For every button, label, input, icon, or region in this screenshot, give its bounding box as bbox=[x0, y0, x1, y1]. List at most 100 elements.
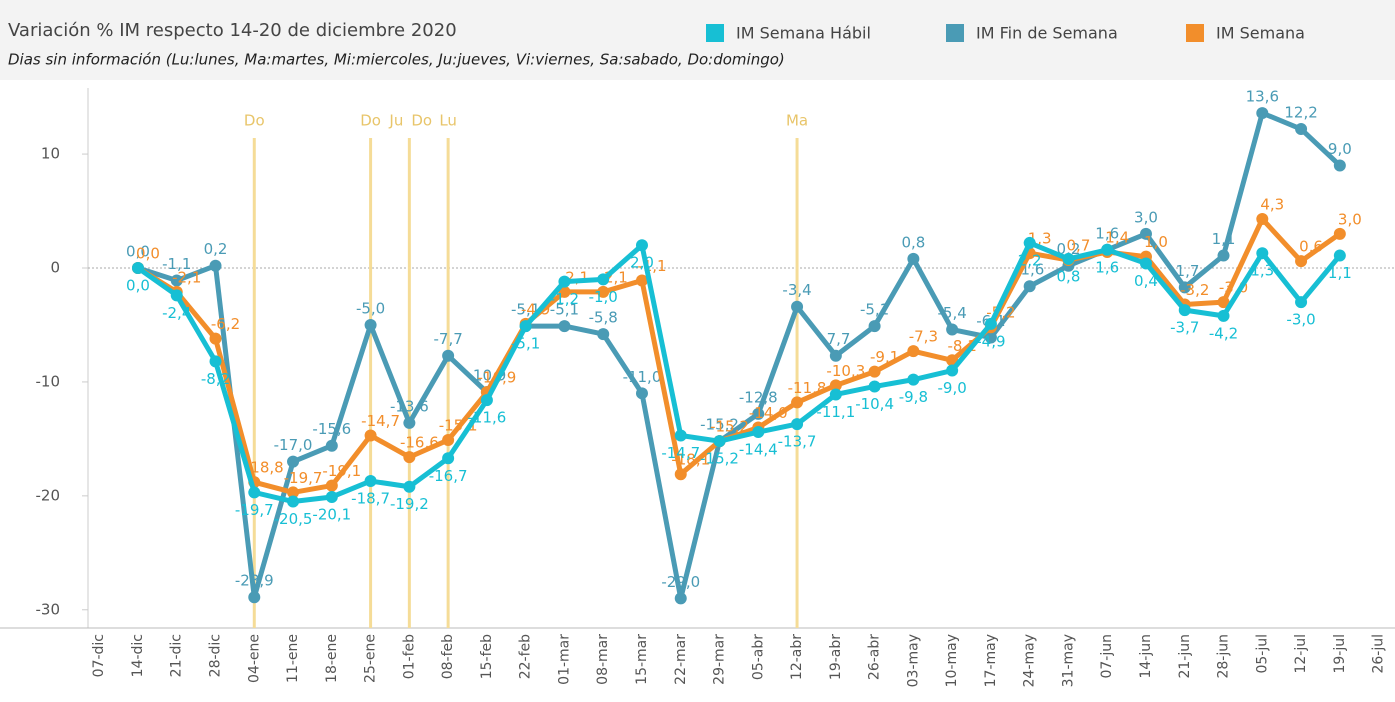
data-point bbox=[1217, 249, 1230, 262]
data-label: -19,7 bbox=[284, 469, 323, 487]
data-label: 0,7 bbox=[1067, 237, 1091, 255]
x-tick-label: 22-mar bbox=[673, 634, 689, 685]
data-label: -5,1 bbox=[860, 301, 889, 319]
annotation-label: Do bbox=[244, 112, 265, 130]
data-label: -15,6 bbox=[312, 420, 351, 438]
data-label: -3,0 bbox=[1286, 311, 1315, 329]
data-label: -18,1 bbox=[671, 451, 710, 469]
data-point bbox=[1139, 257, 1152, 270]
data-label: 0,8 bbox=[901, 233, 925, 251]
data-label: -1,0 bbox=[589, 288, 618, 306]
data-label: -4,2 bbox=[1209, 324, 1238, 342]
data-label: -5,1 bbox=[550, 301, 579, 319]
data-point bbox=[558, 275, 571, 288]
data-label: -18,7 bbox=[351, 490, 390, 508]
data-label: -14,0 bbox=[749, 404, 788, 422]
data-point bbox=[287, 486, 300, 499]
data-label: -5,4 bbox=[937, 304, 966, 322]
data-point bbox=[597, 328, 610, 341]
data-label: -28,9 bbox=[235, 572, 274, 590]
data-point bbox=[1256, 213, 1269, 226]
data-label: -20,1 bbox=[312, 505, 351, 523]
x-tick-label: 29-mar bbox=[712, 634, 728, 685]
data-label: -1,1 bbox=[162, 255, 191, 273]
data-point bbox=[1217, 309, 1230, 322]
legend-label: IM Fin de Semana bbox=[976, 24, 1118, 43]
legend-label: IM Semana bbox=[1216, 24, 1305, 43]
data-label: 0,0 bbox=[126, 277, 150, 295]
chart-title: Variación % IM respecto 14-20 de diciemb… bbox=[8, 20, 457, 41]
x-tick-label: 14-dic bbox=[130, 634, 146, 677]
data-label: -9,1 bbox=[870, 348, 899, 366]
data-label: 0,2 bbox=[204, 240, 228, 258]
data-point bbox=[364, 475, 377, 488]
data-label: -8,2 bbox=[201, 370, 230, 388]
x-tick-label: 15-mar bbox=[634, 634, 650, 685]
data-label: -16,7 bbox=[429, 467, 468, 485]
data-label: 0,2 bbox=[1057, 240, 1081, 258]
x-tick-label: 21-jun bbox=[1177, 634, 1193, 679]
data-label: 2,2 bbox=[1018, 251, 1042, 269]
data-point bbox=[1023, 236, 1036, 249]
data-point bbox=[907, 345, 920, 358]
data-label: 0,6 bbox=[1299, 238, 1323, 256]
x-tick-label: 22-feb bbox=[518, 634, 534, 679]
annotation-label: Lu bbox=[439, 112, 457, 130]
data-point bbox=[597, 273, 610, 286]
data-label: 13,6 bbox=[1246, 88, 1279, 106]
data-point bbox=[248, 591, 261, 604]
y-tick-label: -10 bbox=[36, 372, 61, 390]
data-point bbox=[403, 416, 416, 429]
data-point bbox=[1139, 227, 1152, 240]
data-label: 0,0 bbox=[136, 245, 160, 263]
x-tick-label: 21-dic bbox=[169, 634, 185, 677]
data-label: 4,3 bbox=[1260, 196, 1284, 214]
data-label: 1,0 bbox=[1144, 233, 1168, 251]
data-point bbox=[1062, 252, 1075, 265]
data-label: -5,0 bbox=[356, 299, 385, 317]
x-tick-label: 08-feb bbox=[440, 634, 456, 679]
data-point bbox=[868, 365, 881, 378]
data-label: -9,8 bbox=[899, 388, 928, 406]
y-tick-label: 10 bbox=[41, 145, 60, 163]
data-point bbox=[791, 396, 804, 409]
data-label: -13,6 bbox=[390, 397, 429, 415]
data-label: -6,2 bbox=[211, 315, 240, 333]
data-point bbox=[907, 252, 920, 265]
data-point bbox=[403, 480, 416, 493]
data-point bbox=[868, 320, 881, 333]
data-point bbox=[364, 429, 377, 442]
x-tick-label: 31-may bbox=[1060, 634, 1076, 687]
data-point bbox=[868, 380, 881, 393]
data-label: -12,8 bbox=[739, 388, 778, 406]
data-point bbox=[1333, 227, 1346, 240]
data-point bbox=[1333, 249, 1346, 262]
data-point bbox=[209, 259, 222, 272]
data-label: -9,0 bbox=[937, 379, 966, 397]
data-point bbox=[519, 320, 532, 333]
data-label: -18,8 bbox=[245, 459, 284, 477]
data-label: -16,6 bbox=[400, 434, 439, 452]
data-label: -3,7 bbox=[1170, 319, 1199, 337]
data-label: -10,4 bbox=[855, 395, 894, 413]
x-tick-label: 11-ene bbox=[285, 634, 301, 683]
data-point bbox=[287, 455, 300, 468]
data-label: 9,0 bbox=[1328, 140, 1352, 158]
data-label: -20,5 bbox=[274, 510, 313, 528]
x-tick-label: 01-mar bbox=[556, 634, 572, 685]
data-label: 12,2 bbox=[1284, 104, 1317, 122]
data-point bbox=[1178, 304, 1191, 317]
data-point bbox=[1178, 281, 1191, 294]
x-tick-label: 25-ene bbox=[363, 634, 379, 683]
x-tick-label: 12-abr bbox=[789, 634, 805, 680]
data-point bbox=[442, 349, 455, 362]
data-label: -7,3 bbox=[909, 328, 938, 346]
data-point bbox=[713, 435, 726, 448]
annotation-label: Ju bbox=[388, 112, 403, 130]
legend-label: IM Semana Hábil bbox=[736, 24, 871, 43]
data-point bbox=[752, 407, 765, 420]
x-tick-label: 28-jun bbox=[1216, 634, 1232, 679]
x-tick-label: 05-jul bbox=[1254, 634, 1270, 674]
data-point bbox=[442, 452, 455, 465]
data-point bbox=[635, 239, 648, 252]
